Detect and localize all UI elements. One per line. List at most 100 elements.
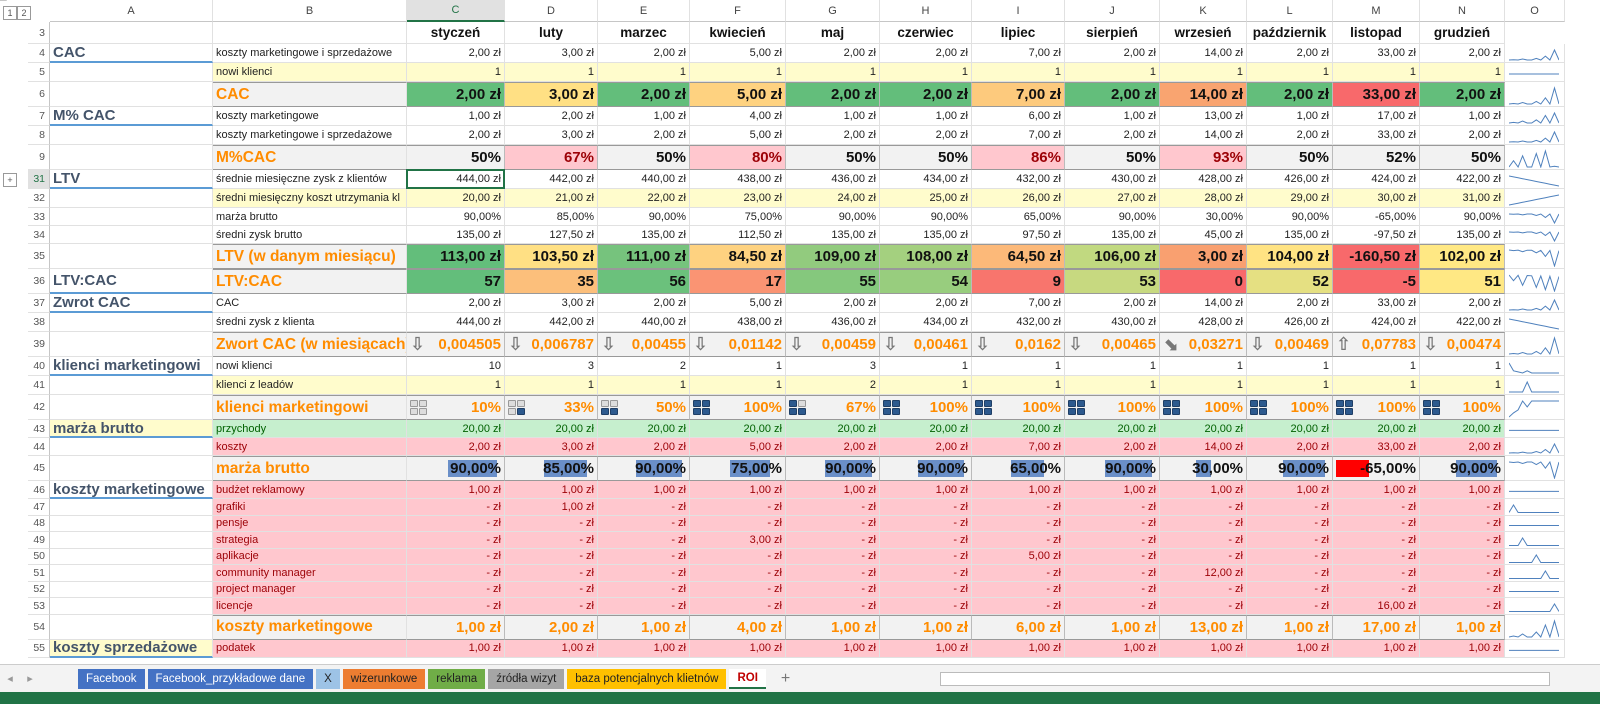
value-cell[interactable]: 20,00 zł xyxy=(690,420,786,438)
value-cell[interactable]: - zł xyxy=(407,548,505,565)
value-cell[interactable]: - zł xyxy=(407,499,505,516)
value-cell[interactable]: 5,00 zł xyxy=(690,82,786,107)
value-cell[interactable]: 16,00 zł xyxy=(1333,598,1420,615)
value-cell[interactable]: - zł xyxy=(972,565,1065,582)
row-header[interactable]: 39 xyxy=(28,332,50,357)
value-cell[interactable]: 103,50 zł xyxy=(505,244,598,269)
value-cell[interactable]: 1 xyxy=(1247,376,1333,395)
value-cell[interactable]: - zł xyxy=(1247,598,1333,615)
value-cell[interactable]: - zł xyxy=(505,548,598,565)
value-cell[interactable]: 90,00% xyxy=(407,456,505,481)
value-cell[interactable]: 1,00 zł xyxy=(598,481,690,499)
value-cell[interactable]: 430,00 zł xyxy=(1065,170,1160,189)
value-cell[interactable]: 1,00 zł xyxy=(598,639,690,658)
value-cell[interactable]: 45,00 zł xyxy=(1160,226,1247,244)
value-cell[interactable]: -97,50 zł xyxy=(1333,226,1420,244)
value-cell[interactable]: 444,00 zł xyxy=(407,313,505,332)
value-cell[interactable]: 3 xyxy=(505,357,598,376)
value-cell[interactable]: 113,00 zł xyxy=(407,244,505,269)
value-cell[interactable]: 1 xyxy=(598,376,690,395)
cell-a3[interactable] xyxy=(50,22,213,44)
value-cell[interactable]: 436,00 zł xyxy=(786,170,880,189)
value-cell[interactable]: 90,00% xyxy=(598,456,690,481)
value-cell[interactable]: 1 xyxy=(880,376,972,395)
value-cell[interactable]: 2,00 zł xyxy=(1065,44,1160,63)
value-cell[interactable]: 29,00 zł xyxy=(1247,189,1333,208)
value-cell[interactable]: 1 xyxy=(1247,357,1333,376)
value-cell[interactable]: 90,00% xyxy=(598,208,690,226)
value-cell[interactable]: 31,00 zł xyxy=(1420,189,1505,208)
value-cell[interactable]: 50% xyxy=(1420,145,1505,170)
row-header[interactable]: 3 xyxy=(28,22,50,44)
value-cell[interactable]: - zł xyxy=(1160,548,1247,565)
value-cell[interactable]: 1 xyxy=(690,357,786,376)
value-cell[interactable]: 14,00 zł xyxy=(1160,294,1247,313)
value-cell[interactable]: - zł xyxy=(1065,532,1160,549)
value-cell[interactable]: 50% xyxy=(1065,145,1160,170)
value-cell[interactable]: 1 xyxy=(972,357,1065,376)
value-cell[interactable]: ⇩ 0,00461 xyxy=(880,332,972,357)
value-cell[interactable]: 442,00 zł xyxy=(505,313,598,332)
value-cell[interactable]: 100% xyxy=(690,395,786,420)
value-cell[interactable]: - zł xyxy=(1420,548,1505,565)
column-header-e[interactable]: E xyxy=(598,0,690,22)
value-cell[interactable]: - zł xyxy=(786,565,880,582)
value-cell[interactable]: 56 xyxy=(598,269,690,294)
sheet-tab[interactable]: ROI xyxy=(729,668,766,689)
value-cell[interactable]: 50% xyxy=(598,395,690,420)
value-cell[interactable]: 97,50 zł xyxy=(972,226,1065,244)
value-cell[interactable]: 422,00 zł xyxy=(1420,313,1505,332)
column-header-b[interactable]: B xyxy=(213,0,407,22)
value-cell[interactable]: 20,00 zł xyxy=(1247,420,1333,438)
value-cell[interactable]: 1,00 zł xyxy=(505,481,598,499)
value-cell[interactable]: - zł xyxy=(690,499,786,516)
value-cell[interactable]: 1 xyxy=(505,63,598,82)
value-cell[interactable]: 1,00 zł xyxy=(786,481,880,499)
value-cell[interactable]: - zł xyxy=(1160,515,1247,532)
value-cell[interactable]: 112,50 zł xyxy=(690,226,786,244)
value-cell[interactable]: 5,00 zł xyxy=(690,294,786,313)
row-header[interactable]: 50 xyxy=(28,548,50,565)
value-cell[interactable]: - zł xyxy=(598,565,690,582)
value-cell[interactable]: - zł xyxy=(598,515,690,532)
value-cell[interactable]: - zł xyxy=(407,565,505,582)
scroll-tabs-right-icon[interactable]: ▸ xyxy=(27,673,33,685)
column-header-h[interactable]: H xyxy=(880,0,972,22)
row-header[interactable]: 34 xyxy=(28,226,50,244)
value-cell[interactable]: 85,00% xyxy=(505,456,598,481)
value-cell[interactable]: 86% xyxy=(972,145,1065,170)
value-cell[interactable]: 1,00 zł xyxy=(880,639,972,658)
value-cell[interactable]: 14,00 zł xyxy=(1160,82,1247,107)
value-cell[interactable]: 90,00% xyxy=(1247,208,1333,226)
value-cell[interactable]: - zł xyxy=(1247,499,1333,516)
value-cell[interactable]: 2,00 zł xyxy=(1247,82,1333,107)
value-cell[interactable]: 100% xyxy=(1065,395,1160,420)
value-cell[interactable]: - zł xyxy=(598,499,690,516)
value-cell[interactable]: 1,00 zł xyxy=(972,481,1065,499)
value-cell[interactable]: 28,00 zł xyxy=(1160,189,1247,208)
value-cell[interactable]: 52% xyxy=(1333,145,1420,170)
value-cell[interactable]: 90,00% xyxy=(1065,456,1160,481)
column-header-m[interactable]: M xyxy=(1333,0,1420,22)
value-cell[interactable]: 5,00 zł xyxy=(690,438,786,456)
value-cell[interactable]: 1,00 zł xyxy=(505,499,598,516)
value-cell[interactable]: 20,00 zł xyxy=(880,420,972,438)
value-cell[interactable]: 4,00 zł xyxy=(690,614,786,640)
value-cell[interactable]: 3,00 zł xyxy=(690,532,786,549)
value-cell[interactable]: 1 xyxy=(972,63,1065,82)
value-cell[interactable]: 1,00 zł xyxy=(690,639,786,658)
value-cell[interactable]: 20,00 zł xyxy=(972,420,1065,438)
value-cell[interactable]: - zł xyxy=(880,515,972,532)
value-cell[interactable]: 90,00% xyxy=(786,456,880,481)
value-cell[interactable]: 135,00 zł xyxy=(880,226,972,244)
value-cell[interactable]: 33,00 zł xyxy=(1333,44,1420,63)
value-cell[interactable]: 20,00 zł xyxy=(1160,420,1247,438)
value-cell[interactable]: 1,00 zł xyxy=(880,107,972,126)
value-cell[interactable]: 1,00 zł xyxy=(1420,614,1505,640)
value-cell[interactable]: 1 xyxy=(1065,376,1160,395)
value-cell[interactable]: 426,00 zł xyxy=(1247,313,1333,332)
value-cell[interactable]: 135,00 zł xyxy=(1420,226,1505,244)
value-cell[interactable]: 17,00 zł xyxy=(1333,107,1420,126)
value-cell[interactable]: 2,00 zł xyxy=(407,294,505,313)
sheet-tab[interactable]: Facebook_przykładowe dane xyxy=(147,668,314,689)
